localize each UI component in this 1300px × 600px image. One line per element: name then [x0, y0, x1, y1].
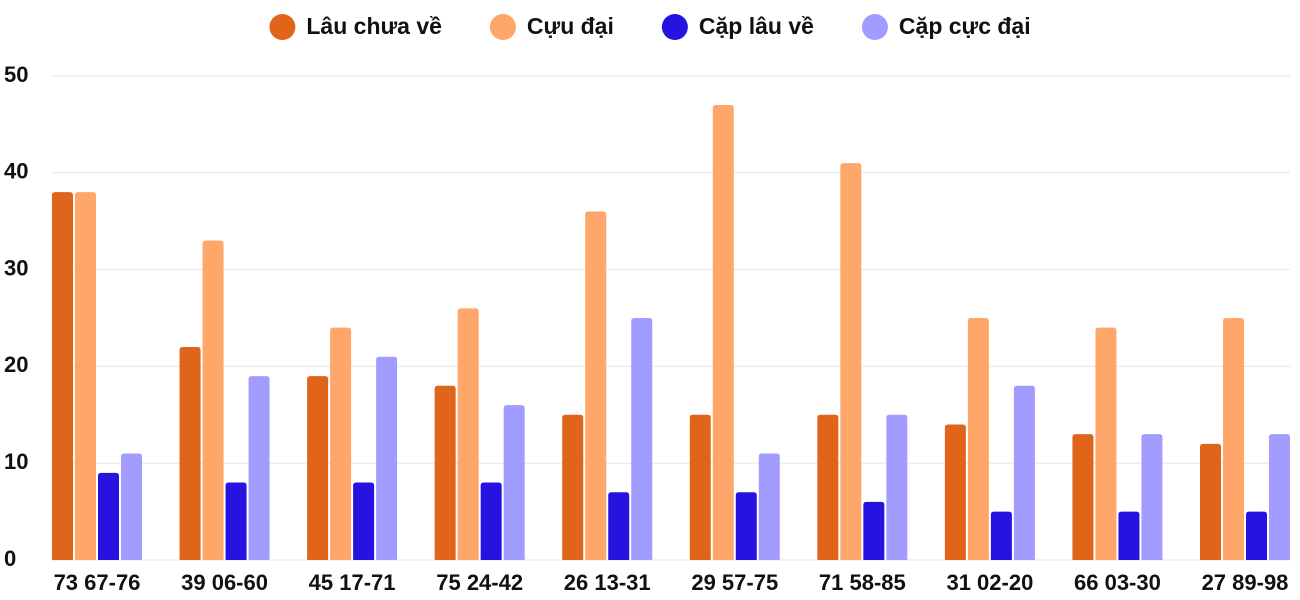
bar	[758, 453, 780, 560]
bar	[840, 163, 862, 560]
legend-label: Lâu chưa về	[306, 13, 442, 39]
bar	[376, 356, 398, 560]
bar	[863, 501, 885, 560]
bar	[248, 376, 270, 560]
bar	[307, 376, 329, 560]
bar	[1013, 385, 1035, 560]
bar	[712, 105, 734, 560]
x-tick-label: 45 17-71	[309, 570, 396, 595]
bar	[562, 414, 584, 560]
bar	[52, 192, 73, 560]
legend-swatch	[861, 14, 888, 40]
x-tick-label: 31 02-20	[946, 570, 1033, 595]
legend: Lâu chưa về Cựu đại Cặp lâu về Cặp cực đại	[269, 13, 1031, 40]
bar	[179, 347, 201, 560]
bar	[1269, 434, 1290, 560]
legend-label: Cặp cực đại	[899, 13, 1031, 39]
legend-item[interactable]: Lâu chưa về	[269, 13, 442, 40]
bar	[990, 511, 1012, 560]
x-tick-label: 26 13-31	[564, 570, 651, 595]
legend-swatch	[489, 14, 516, 40]
bar	[503, 405, 525, 560]
bar	[434, 385, 456, 560]
legend-item[interactable]: Cựu đại	[489, 13, 614, 40]
bar	[967, 318, 989, 560]
bar	[608, 492, 630, 560]
bar	[121, 453, 142, 560]
legend-item[interactable]: Cặp cực đại	[861, 13, 1031, 40]
bar	[631, 318, 653, 560]
y-tick-label: 30	[4, 255, 28, 280]
legend-item[interactable]: Cặp lâu về	[661, 13, 814, 40]
x-tick-label: 75 24-42	[436, 570, 523, 595]
legend-swatch	[269, 14, 296, 40]
bar	[886, 414, 908, 560]
bar	[585, 211, 607, 560]
y-tick-label: 0	[4, 546, 16, 571]
x-tick-label: 27 89-98	[1202, 570, 1289, 595]
bar	[225, 482, 247, 560]
bar	[98, 472, 119, 560]
bar	[1246, 511, 1267, 560]
bar	[202, 240, 224, 560]
bar	[735, 492, 757, 560]
x-tick-label: 66 03-30	[1074, 570, 1161, 595]
legend-label: Cặp lâu về	[699, 13, 814, 39]
x-tick-label: 73 67-76	[54, 570, 141, 595]
y-tick-label: 10	[4, 449, 28, 474]
y-tick-label: 50	[4, 62, 28, 87]
legend-swatch	[661, 14, 688, 40]
y-tick-label: 20	[4, 352, 28, 377]
bar	[944, 424, 966, 560]
bar	[457, 308, 479, 560]
bar	[817, 414, 839, 560]
bar	[480, 482, 502, 560]
x-tick-label: 71 58-85	[819, 570, 906, 595]
bar	[75, 192, 96, 560]
bar	[330, 327, 352, 560]
bar	[1223, 318, 1244, 560]
bar	[1118, 511, 1140, 560]
x-tick-label: 39 06-60	[181, 570, 268, 595]
bar	[1200, 443, 1221, 560]
bar	[353, 482, 375, 560]
y-tick-label: 40	[4, 159, 28, 184]
bar	[1141, 434, 1163, 560]
x-tick-label: 29 57-75	[691, 570, 778, 595]
bar	[1095, 327, 1117, 560]
legend-label: Cựu đại	[527, 13, 614, 39]
bar	[689, 414, 711, 560]
bar	[1072, 434, 1094, 560]
